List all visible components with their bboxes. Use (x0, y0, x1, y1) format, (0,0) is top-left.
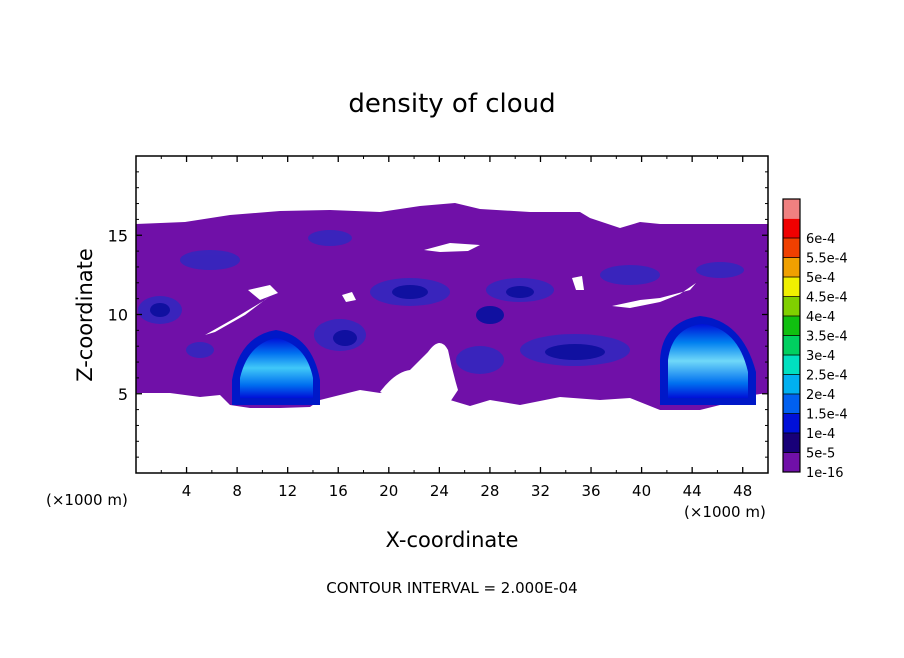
right-cloud-core-inner (668, 324, 748, 398)
x-unit-right: (×1000 m) (684, 503, 766, 521)
colorbar-swatch (783, 433, 800, 453)
x-tick-label: 32 (531, 482, 550, 500)
x-tick-label: 40 (632, 482, 651, 500)
colorbar-swatch (783, 277, 800, 297)
x-tick-label: 24 (430, 482, 449, 500)
x-unit-left: (×1000 m) (46, 491, 128, 509)
x-tick-label: 36 (581, 482, 600, 500)
dense-core-streaks (150, 285, 605, 360)
colorbar-label: 2e-4 (806, 388, 835, 403)
x-tick-label: 4 (182, 482, 192, 500)
colorbar-swatch (783, 452, 800, 473)
colorbar-swatch (783, 238, 800, 258)
colorbar-swatch (783, 394, 800, 414)
chart-title: density of cloud (348, 89, 555, 119)
colorbar-swatch (783, 218, 800, 239)
x-tick-label: 8 (232, 482, 242, 500)
colorbar-label: 4.5e-4 (806, 291, 848, 306)
x-tick-label: 12 (278, 482, 297, 500)
x-axis-label: X-coordinate (386, 528, 519, 552)
colorbar-label: 3.5e-4 (806, 330, 848, 345)
colorbar-label: 4e-4 (806, 310, 835, 325)
y-tick-label: 5 (118, 385, 128, 404)
x-tick-label: 16 (329, 482, 348, 500)
colorbar: 1e-16 5e-5 1e-4 1.5e-4 2e-4 2.5e-4 3e-4 3.5e-4 4… (782, 198, 848, 481)
colorbar-label: 2.5e-4 (806, 369, 848, 384)
colorbar-swatch (783, 413, 800, 434)
colorbar-swatch (783, 296, 800, 317)
x-tick-label: 44 (683, 482, 702, 500)
colorbar-swatch (783, 199, 800, 219)
x-tick-label: 20 (379, 482, 398, 500)
colorbar-label: 1.5e-4 (806, 408, 848, 423)
colorbar-swatch (783, 374, 800, 395)
colorbar-label: 6e-4 (806, 232, 835, 247)
colorbar-swatch (783, 355, 800, 375)
x-tick-label: 28 (480, 482, 499, 500)
colorbar-label: 5.5e-4 (806, 252, 848, 267)
plot-field (136, 203, 768, 410)
colorbar-swatch (783, 316, 800, 336)
colorbar-label: 1e-4 (806, 427, 835, 442)
x-tick-label: 48 (733, 482, 752, 500)
colorbar-label: 5e-5 (806, 447, 835, 462)
colorbar-label: 1e-16 (806, 466, 844, 481)
y-axis-label: Z-coordinate (73, 248, 97, 382)
y-tick-label: 15 (108, 226, 128, 245)
colorbar-label: 5e-4 (806, 271, 835, 286)
left-cloud-core-inner (240, 338, 313, 398)
contour-interval-note: CONTOUR INTERVAL = 2.000E-04 (326, 579, 577, 597)
dense-streaks (138, 230, 744, 374)
clear-air-gaps (205, 243, 696, 402)
colorbar-swatch (783, 257, 800, 278)
y-tick-label: 10 (108, 306, 128, 325)
colorbar-label: 3e-4 (806, 349, 835, 364)
colorbar-swatch (783, 335, 800, 356)
